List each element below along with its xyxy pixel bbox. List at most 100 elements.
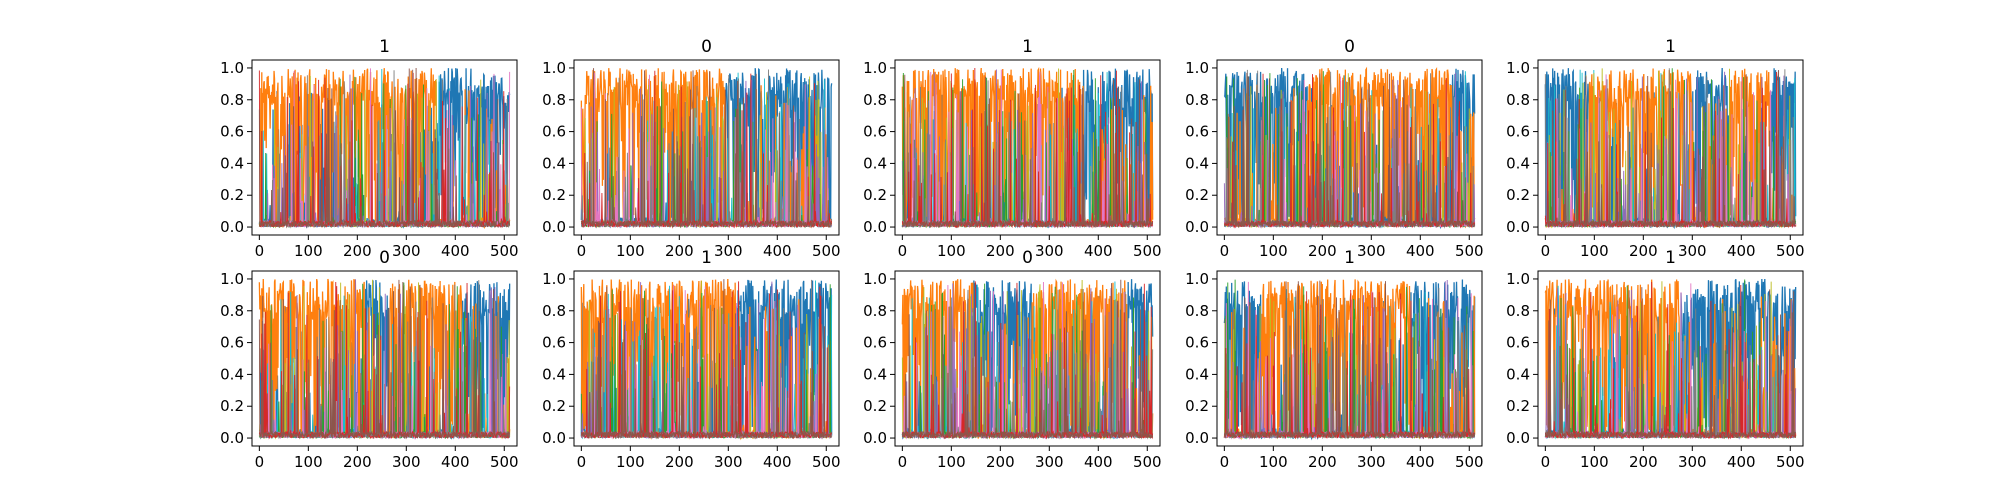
plot-area — [258, 278, 511, 440]
y-tick-label: 0.0 — [1185, 429, 1209, 447]
series-line-brown — [901, 279, 1154, 440]
x-tick-label: 400 — [1084, 242, 1113, 260]
x-tick-label: 0 — [255, 242, 265, 260]
subplot-title: 0 — [701, 37, 712, 57]
x-tick-label: 100 — [1580, 242, 1609, 260]
x-tick-label: 400 — [1084, 453, 1113, 471]
x-tick-label: 300 — [392, 242, 421, 260]
y-tick-label: 0.2 — [542, 397, 566, 415]
plot-area — [580, 67, 833, 229]
x-tick-label: 300 — [1035, 242, 1064, 260]
y-tick-label: 0.0 — [220, 218, 244, 236]
x-tick-label: 0 — [1220, 242, 1230, 260]
series-line-orange — [580, 68, 833, 229]
y-tick-label: 0.4 — [1185, 154, 1209, 172]
y-tick-label: 0.2 — [1185, 186, 1209, 204]
subplot-title: 0 — [1344, 37, 1355, 57]
x-tick-label: 100 — [294, 242, 323, 260]
y-tick-label: 0.0 — [863, 429, 887, 447]
subplots: 0.00.20.40.60.81.00 100 200 300 400 50010.00.… — [220, 37, 1804, 471]
y-tick-label: 0.2 — [220, 397, 244, 415]
x-tick-label: 200 — [1629, 242, 1658, 260]
axes-frame — [1537, 270, 1804, 447]
y-tick-label: 0.2 — [863, 186, 887, 204]
x-tick-label: 500 — [490, 453, 519, 471]
y-tick-label: 1.0 — [1506, 270, 1530, 288]
y-tick-label: 0.8 — [863, 91, 887, 109]
subplot-10: 0.0 0.2 0.4 0.6 0.8 1.0 0 100 200 300 400 500 1 — [1506, 248, 1804, 471]
x-tick-label: 100 — [1259, 453, 1288, 471]
subplot-9: 0.0 0.2 0.4 0.6 0.8 1.0 0 100 200 300 400 500 1 — [1185, 248, 1483, 471]
y-tick-label: 0.0 — [1506, 429, 1530, 447]
x-tick-label: 300 — [714, 453, 743, 471]
subplot-4: 0.0 0.2 0.4 0.6 0.8 1.0 0 100 200 300 400 500 0 — [1185, 37, 1483, 260]
subplot-7: 0.0 0.2 0.4 0.6 0.8 1.0 0 100 200 300 400 500 1 — [542, 248, 840, 471]
y-tick-label: 0.6 — [863, 334, 887, 352]
axes-frame — [573, 59, 840, 236]
x-tick-label: 500 — [1455, 453, 1484, 471]
y-tick-label: 0.0 — [542, 429, 566, 447]
axes-frame — [894, 270, 1161, 447]
axes-frame — [894, 59, 1161, 236]
plot-area — [1223, 66, 1476, 230]
x-tick-label: 300 — [392, 453, 421, 471]
axes-frame — [251, 59, 518, 236]
subplot-title: 1 — [1022, 37, 1033, 57]
x-tick-label: 100 — [1580, 453, 1609, 471]
y-tick-label: 1.0 — [220, 59, 244, 77]
y-tick-label: 0.0 — [1506, 218, 1530, 236]
series-line-brown — [901, 74, 1154, 229]
series-line-brown — [1223, 72, 1476, 229]
plot-area — [901, 278, 1154, 440]
x-tick-label: 100 — [1259, 242, 1288, 260]
series-line-brown — [580, 279, 833, 440]
x-tick-label: 100 — [616, 242, 645, 260]
x-tick-label: 300 — [714, 242, 743, 260]
subplot-3: 0.0 0.2 0.4 0.6 0.8 1.0 0 100 200 300 400 500 1 — [863, 37, 1161, 260]
y-tick-label: 1.0 — [220, 270, 244, 288]
y-tick-label: 0.0 — [863, 218, 887, 236]
axes-frame — [1216, 59, 1483, 236]
y-tick-label: 0.6 — [1185, 334, 1209, 352]
y-tick-label: 0.6 — [1506, 123, 1530, 141]
x-tick-label: 400 — [441, 242, 470, 260]
x-tick-label: 400 — [1406, 242, 1435, 260]
y-tick-label: 0.6 — [220, 123, 244, 141]
series-line-brown — [258, 279, 511, 440]
y-tick-label: 0.2 — [1506, 186, 1530, 204]
y-tick-label: 0.8 — [220, 91, 244, 109]
x-tick-label: 200 — [1308, 242, 1337, 260]
y-tick-label: 0.0 — [542, 218, 566, 236]
axes-frame — [573, 270, 840, 447]
x-tick-label: 400 — [1406, 453, 1435, 471]
axes-frame — [1216, 270, 1483, 447]
y-tick-label: 1.0 — [1506, 59, 1530, 77]
y-tick-label: 0.8 — [863, 302, 887, 320]
y-tick-label: 0.4 — [1506, 154, 1530, 172]
plot-area — [1223, 279, 1476, 441]
x-tick-label: 0 — [898, 242, 908, 260]
plot-area — [901, 66, 1154, 229]
x-tick-label: 200 — [1629, 453, 1658, 471]
y-tick-label: 1.0 — [1185, 59, 1209, 77]
series-line-brown — [1544, 287, 1797, 440]
x-tick-label: 400 — [441, 453, 470, 471]
y-tick-label: 1.0 — [863, 270, 887, 288]
y-tick-label: 0.8 — [1185, 91, 1209, 109]
subplot-title: 1 — [1665, 248, 1676, 268]
x-tick-label: 0 — [1220, 453, 1230, 471]
y-tick-label: 1.0 — [542, 59, 566, 77]
y-tick-label: 1.0 — [863, 59, 887, 77]
y-tick-label: 0.2 — [1506, 397, 1530, 415]
subplot-1: 0.0 0.2 0.4 0.6 0.8 1.0 0 100 200 300 400 500 1 — [220, 37, 518, 260]
subplot-2: 0.0 0.2 0.4 0.6 0.8 1.0 0 100 200 300 400 500 0 — [542, 37, 840, 260]
subplot-title: 1 — [379, 37, 390, 57]
x-tick-label: 400 — [763, 453, 792, 471]
subplot-title: 1 — [1665, 37, 1676, 57]
axes-frame — [251, 270, 518, 447]
x-tick-label: 500 — [812, 242, 841, 260]
x-tick-label: 0 — [1541, 242, 1551, 260]
x-tick-label: 500 — [1455, 242, 1484, 260]
y-tick-label: 0.0 — [220, 429, 244, 447]
x-tick-label: 500 — [1133, 242, 1162, 260]
